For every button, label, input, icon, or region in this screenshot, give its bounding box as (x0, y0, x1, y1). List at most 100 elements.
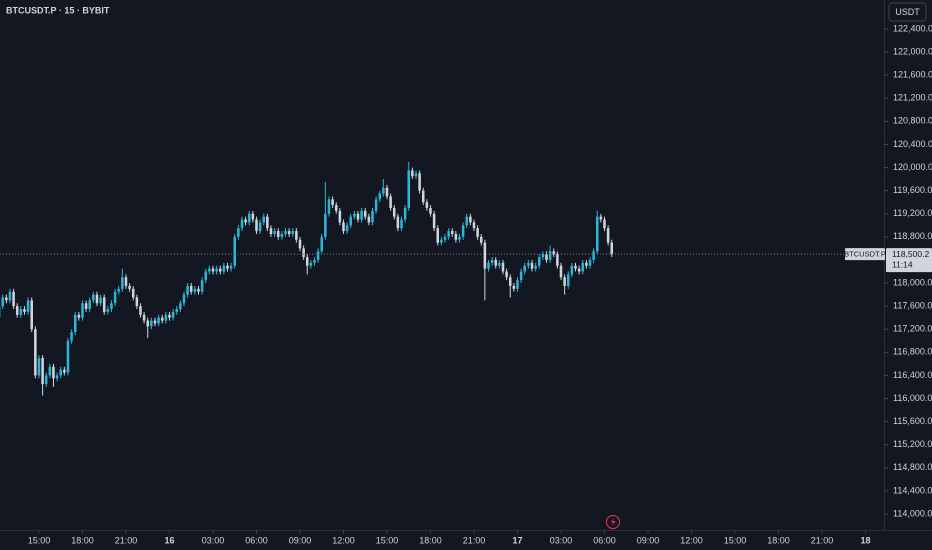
candle-body (244, 219, 247, 223)
candle-body (476, 228, 479, 237)
candle-body (266, 216, 269, 229)
candle-body (537, 257, 541, 266)
candle-body (117, 288, 120, 292)
price-tag-box (886, 248, 932, 273)
candle-body (440, 239, 443, 243)
candle-body (483, 242, 487, 269)
candle-body (425, 202, 429, 208)
y-tick-label: 117,600.0 (893, 301, 932, 311)
candle-body (443, 236, 447, 240)
candle-body (367, 216, 371, 223)
candle-body (142, 314, 146, 321)
candle-body (153, 320, 157, 324)
x-tick-label: 18:00 (767, 535, 790, 545)
x-tick-label: 21:00 (811, 535, 834, 545)
candle-body (356, 213, 360, 220)
candle-body (211, 268, 215, 272)
candle-body (599, 216, 603, 220)
candle-body (276, 231, 280, 237)
y-tick-label: 118,800.0 (893, 231, 932, 241)
x-tick-label: 12:00 (332, 535, 355, 545)
candle-body (574, 265, 577, 269)
candle-body (472, 222, 476, 229)
candle-body (563, 277, 566, 286)
candle-body (171, 311, 175, 318)
candle-body (66, 340, 70, 373)
candle-body (469, 216, 472, 223)
candle-body (23, 309, 26, 312)
candle-body (106, 309, 110, 312)
candle-body (396, 216, 400, 229)
candle-body (389, 196, 392, 208)
candle-body (99, 297, 102, 304)
candle-body (15, 306, 19, 315)
y-tick-label: 120,800.0 (893, 116, 932, 126)
currency-button[interactable] (888, 2, 927, 22)
candle-body (530, 262, 534, 269)
candle-body (157, 317, 160, 324)
y-tick-label: 115,600.0 (893, 416, 932, 426)
lightning-icon[interactable] (606, 515, 620, 529)
candle-body (548, 251, 552, 260)
candle-body (414, 173, 418, 177)
x-tick-label: 03:00 (550, 535, 573, 545)
candle-body (320, 236, 324, 252)
candle-body (570, 265, 574, 275)
currency-label[interactable]: USDT (895, 7, 920, 17)
candle-body (490, 259, 494, 263)
candle-body (150, 320, 153, 327)
x-tick-label: 09:00 (637, 535, 660, 545)
candle-body (345, 225, 349, 232)
y-tick-label: 121,200.0 (893, 93, 932, 103)
candle-body (233, 236, 236, 266)
candle-body (363, 210, 367, 217)
candle-body (382, 187, 385, 194)
candle-body (465, 216, 469, 226)
candle-body (505, 271, 508, 278)
candle-body (179, 303, 182, 310)
candle-body (334, 205, 338, 211)
x-tick-label: 15:00 (724, 535, 747, 545)
x-tick-label: 15:00 (28, 535, 51, 545)
candle-body (592, 251, 595, 260)
x-tick-label: 15:00 (376, 535, 399, 545)
candle-body (450, 231, 454, 234)
x-tick-label: 06:00 (245, 535, 268, 545)
candle-body (55, 375, 59, 379)
candle-body (411, 170, 414, 177)
candle-body (461, 225, 465, 237)
candle-body (501, 262, 505, 272)
candle-body (302, 248, 305, 258)
candle-body (164, 314, 168, 321)
candle-body (385, 187, 389, 197)
candle-body (552, 251, 556, 255)
candle-body (305, 257, 309, 266)
candle-body (458, 236, 461, 240)
y-tick-label: 118,000.0 (893, 277, 932, 287)
candle-body (273, 231, 276, 234)
candle-body (407, 170, 411, 208)
candle-body (512, 285, 516, 289)
candle-body (48, 366, 52, 376)
candle-body (258, 222, 262, 232)
candle-body (508, 277, 512, 286)
candle-body (70, 332, 73, 341)
candle-body (610, 242, 614, 255)
candle-body (12, 291, 15, 307)
price-tag-value: 118,500.2 (892, 249, 929, 259)
x-tick-label: 12:00 (680, 535, 703, 545)
candle-body (324, 213, 327, 237)
y-tick-label: 116,000.0 (893, 393, 932, 403)
candle-body (59, 369, 62, 376)
candle-body (41, 358, 44, 385)
candle-body (92, 294, 95, 301)
candle-body (436, 228, 440, 243)
candle-body (327, 199, 331, 214)
x-tick-label: 21:00 (115, 535, 138, 545)
candle-body (44, 375, 48, 385)
candle-body (353, 213, 356, 217)
y-tick-label: 117,200.0 (893, 324, 932, 334)
candle-body (30, 300, 33, 330)
